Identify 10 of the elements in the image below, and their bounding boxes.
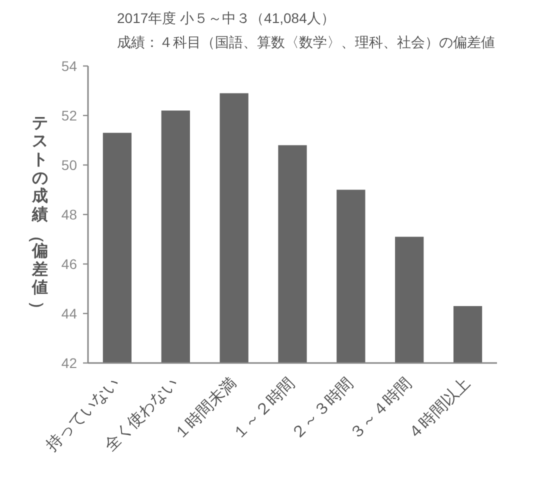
y-tick-label: 48 bbox=[61, 206, 78, 222]
y-tick-label: 42 bbox=[61, 355, 78, 371]
ylabel: テストの成績（偏差値） bbox=[28, 114, 48, 317]
subtitle: 成績：４科目（国語、算数〈数学〉、理科、社会）の偏差値 bbox=[117, 34, 495, 50]
y-tick-label: 54 bbox=[61, 58, 78, 74]
y-tick-label: 52 bbox=[61, 108, 78, 124]
y-tick-label: 44 bbox=[61, 306, 78, 322]
title: 2017年度 小５～中３（41,084人） bbox=[117, 10, 335, 26]
y-tick-label: 50 bbox=[61, 157, 78, 173]
y-tick-label: 46 bbox=[61, 256, 78, 272]
